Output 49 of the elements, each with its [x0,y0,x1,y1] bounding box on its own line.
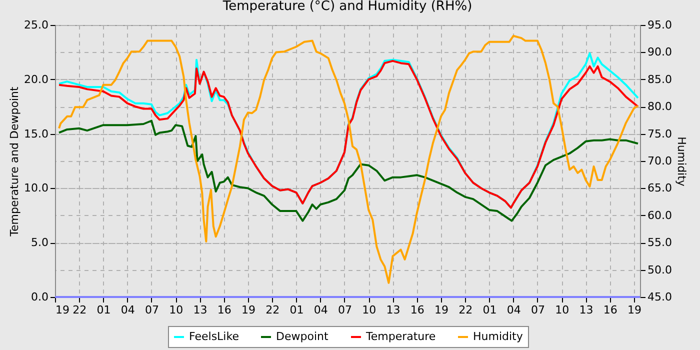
y-tick-label: 20.0 [24,72,48,86]
x-tick-label: 04 [120,304,135,316]
x-tick-label: 19 [627,304,642,316]
y2-tick-label: 65.0 [648,182,672,195]
y-tick-label: 10.0 [24,182,48,195]
y2-tick-label: 55.0 [648,236,672,250]
y2-tick-label: 70.0 [648,154,672,168]
y2-tick-label: 90.0 [648,46,672,59]
x-tick-label: 07 [530,304,545,316]
x-tick-label: 13 [193,304,208,316]
x-tick-label: 13 [579,304,594,316]
y2-tick-label: 50.0 [648,263,672,276]
legend-label: Temperature [365,330,436,343]
legend-label: FeelsLike [189,330,240,343]
y2-tick-label: 95.0 [648,18,672,32]
x-tick-label: 04 [314,304,328,316]
y2-tick-label: 85.0 [648,72,672,86]
y-tick-label: 15.0 [24,127,48,140]
x-tick-label: 16 [217,304,232,316]
x-tick-label: 22 [72,304,87,316]
x-tick-label: 19 [434,304,448,316]
x-tick-label: 10 [362,304,376,316]
x-tick-label: 07 [338,304,352,316]
y2-tick-label: 60.0 [648,208,672,222]
y2-tick-label: 80.0 [648,100,672,114]
x-tick-label: 22 [266,304,280,316]
y-tick-label: 5.0 [31,236,48,250]
x-tick-label: 13 [386,304,400,316]
y-tick-label: 25.0 [24,18,48,32]
legend-label: Dewpoint [276,330,329,343]
x-tick-label: 04 [506,304,521,316]
legend-label: Humidity [473,330,524,343]
chart-title: Temperature (°C) and Humidity (RH%) [222,0,472,14]
x-tick-label: 07 [144,304,159,316]
x-tick-label: 16 [603,304,618,316]
y-axis-title: Temperature and Dewpoint [8,86,22,238]
y2-axis-title: Humidity [674,136,688,187]
x-tick-label: 19 [241,304,256,316]
x-tick-label: 10 [169,304,184,316]
x-tick-label: 22 [458,304,473,316]
x-tick-label: 16 [410,304,424,316]
x-tick-label: 01 [482,304,497,316]
x-tick-label: 01 [96,304,111,316]
x-tick-label: 01 [290,304,304,316]
y2-tick-label: 75.0 [648,127,672,140]
y-tick-label: 0.0 [31,290,48,304]
x-tick-label: 10 [555,304,570,316]
y2-tick-label: 45.0 [648,290,672,304]
x-tick-label: 19 [56,304,70,316]
